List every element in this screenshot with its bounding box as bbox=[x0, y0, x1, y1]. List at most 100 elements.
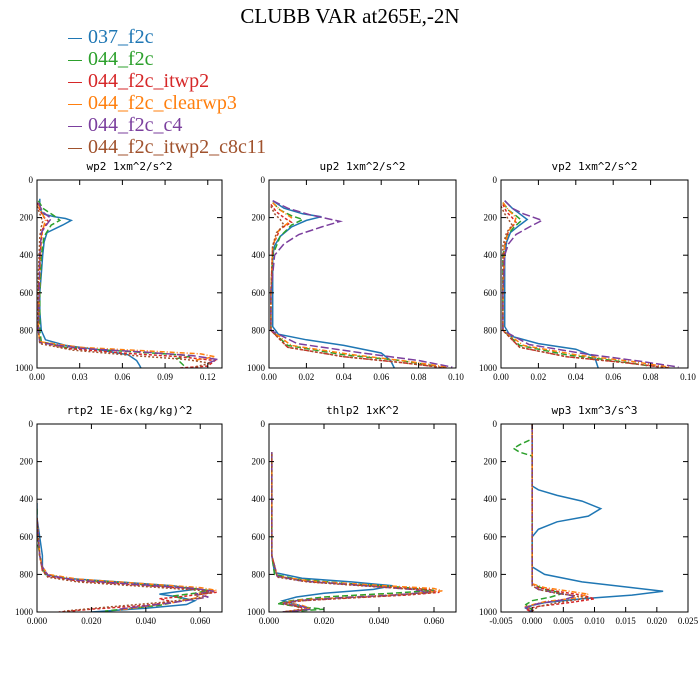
x-tick-label: 0.040 bbox=[136, 616, 157, 626]
legend-label: 044_f2c_c4 bbox=[88, 114, 183, 136]
series-line bbox=[501, 205, 670, 368]
y-tick-label: 800 bbox=[252, 325, 266, 335]
series-line bbox=[37, 508, 209, 612]
x-tick-label: 0.03 bbox=[72, 372, 88, 382]
series-line bbox=[270, 202, 438, 367]
legend-label: 044_f2c_itwp2_c8c11 bbox=[88, 136, 267, 158]
x-tick-label: 0.000 bbox=[259, 616, 280, 626]
series-line bbox=[502, 200, 679, 368]
y-tick-label: 0 bbox=[261, 175, 266, 185]
series-line bbox=[37, 204, 216, 362]
series-line bbox=[37, 517, 217, 612]
x-tick-label: 0.020 bbox=[314, 616, 335, 626]
plot-frame bbox=[36, 423, 223, 613]
y-tick-label: 200 bbox=[484, 457, 498, 467]
series-line bbox=[37, 202, 217, 368]
y-tick-label: 600 bbox=[484, 288, 498, 298]
x-tick-label: 0.06 bbox=[605, 372, 621, 382]
legend-swatch bbox=[68, 147, 82, 149]
series-line bbox=[270, 202, 447, 368]
x-tick-label: 0.000 bbox=[522, 616, 543, 626]
x-tick-label: 0.10 bbox=[680, 372, 696, 382]
series-line bbox=[512, 424, 564, 611]
y-tick-label: 600 bbox=[484, 532, 498, 542]
y-tick-label: 0 bbox=[493, 419, 498, 429]
y-tick-label: 400 bbox=[484, 250, 498, 260]
series-line bbox=[37, 517, 212, 612]
legend: 037_f2c 044_f2c 044_f2c_itwp2 044_f2c_clear… bbox=[68, 26, 266, 158]
plot-frame bbox=[500, 179, 689, 369]
x-tick-label: 0.000 bbox=[27, 616, 48, 626]
series-line bbox=[37, 206, 211, 368]
y-tick-label: 200 bbox=[252, 457, 266, 467]
legend-entry: 044_f2c_itwp2 bbox=[68, 70, 266, 92]
plot-frame bbox=[268, 179, 457, 369]
x-tick-label: 0.015 bbox=[616, 616, 637, 626]
series-line bbox=[37, 517, 214, 610]
series-line bbox=[524, 424, 577, 612]
x-tick-label: 0.020 bbox=[647, 616, 668, 626]
x-tick-label: 0.06 bbox=[373, 372, 389, 382]
series-line bbox=[37, 202, 218, 365]
series-line bbox=[270, 205, 447, 368]
x-tick-label: 0.040 bbox=[369, 616, 390, 626]
series-line bbox=[270, 200, 453, 368]
series-line bbox=[524, 424, 589, 612]
y-tick-label: 400 bbox=[20, 494, 34, 504]
series-line bbox=[502, 202, 651, 367]
legend-entry: 037_f2c bbox=[68, 26, 266, 48]
series-line bbox=[271, 452, 393, 612]
y-tick-label: 0 bbox=[29, 175, 34, 185]
y-tick-label: 1000 bbox=[479, 607, 498, 617]
panel-title: wp2 1xm^2/s^2 bbox=[86, 160, 172, 173]
y-tick-label: 400 bbox=[252, 494, 266, 504]
x-tick-label: -0.005 bbox=[489, 616, 513, 626]
y-tick-label: 200 bbox=[20, 213, 34, 223]
y-tick-label: 600 bbox=[20, 288, 34, 298]
series-line bbox=[270, 203, 447, 368]
y-tick-label: 800 bbox=[20, 325, 34, 335]
series-line bbox=[37, 503, 198, 612]
plot-frame bbox=[36, 179, 223, 369]
x-tick-label: 0.12 bbox=[200, 372, 216, 382]
legend-entry: 044_f2c_clearwp3 bbox=[68, 92, 266, 114]
x-tick-label: 0.00 bbox=[493, 372, 509, 382]
x-tick-label: 0.09 bbox=[157, 372, 173, 382]
y-tick-label: 1000 bbox=[479, 363, 498, 373]
y-tick-label: 0 bbox=[261, 419, 266, 429]
x-tick-label: 0.005 bbox=[553, 616, 574, 626]
series-line bbox=[523, 424, 595, 612]
x-tick-label: 0.00 bbox=[261, 372, 277, 382]
legend-entry: 044_f2c_c4 bbox=[68, 114, 266, 136]
series-line bbox=[271, 454, 435, 612]
chart-panel: wp3 1xm^3/s^3 0 200 400 600 800 1000-0.005 0.00… bbox=[479, 404, 699, 626]
series-line bbox=[271, 452, 443, 612]
x-tick-label: 0.04 bbox=[568, 372, 584, 382]
legend-label: 044_f2c_clearwp3 bbox=[88, 92, 237, 114]
y-tick-label: 600 bbox=[20, 532, 34, 542]
legend-entry: 044_f2c bbox=[68, 48, 266, 70]
y-tick-label: 600 bbox=[252, 532, 266, 542]
y-tick-label: 200 bbox=[252, 213, 266, 223]
y-tick-label: 1000 bbox=[247, 607, 266, 617]
legend-swatch bbox=[68, 37, 82, 39]
panel-title: thlp2 1xK^2 bbox=[326, 404, 399, 417]
legend-entry: 044_f2c_itwp2_c8c11 bbox=[68, 136, 266, 158]
x-tick-label: 0.010 bbox=[584, 616, 605, 626]
x-tick-label: 0.10 bbox=[448, 372, 464, 382]
y-tick-label: 0 bbox=[29, 419, 34, 429]
y-tick-label: 600 bbox=[252, 288, 266, 298]
x-tick-label: 0.04 bbox=[336, 372, 352, 382]
x-tick-label: 0.06 bbox=[115, 372, 131, 382]
x-tick-label: 0.060 bbox=[424, 616, 445, 626]
y-tick-label: 1000 bbox=[247, 363, 266, 373]
x-tick-label: 0.02 bbox=[531, 372, 547, 382]
panel-title: vp2 1xm^2/s^2 bbox=[551, 160, 637, 173]
series-line bbox=[39, 198, 142, 368]
y-tick-label: 1000 bbox=[15, 607, 34, 617]
series-line bbox=[524, 424, 664, 612]
y-tick-label: 400 bbox=[20, 250, 34, 260]
